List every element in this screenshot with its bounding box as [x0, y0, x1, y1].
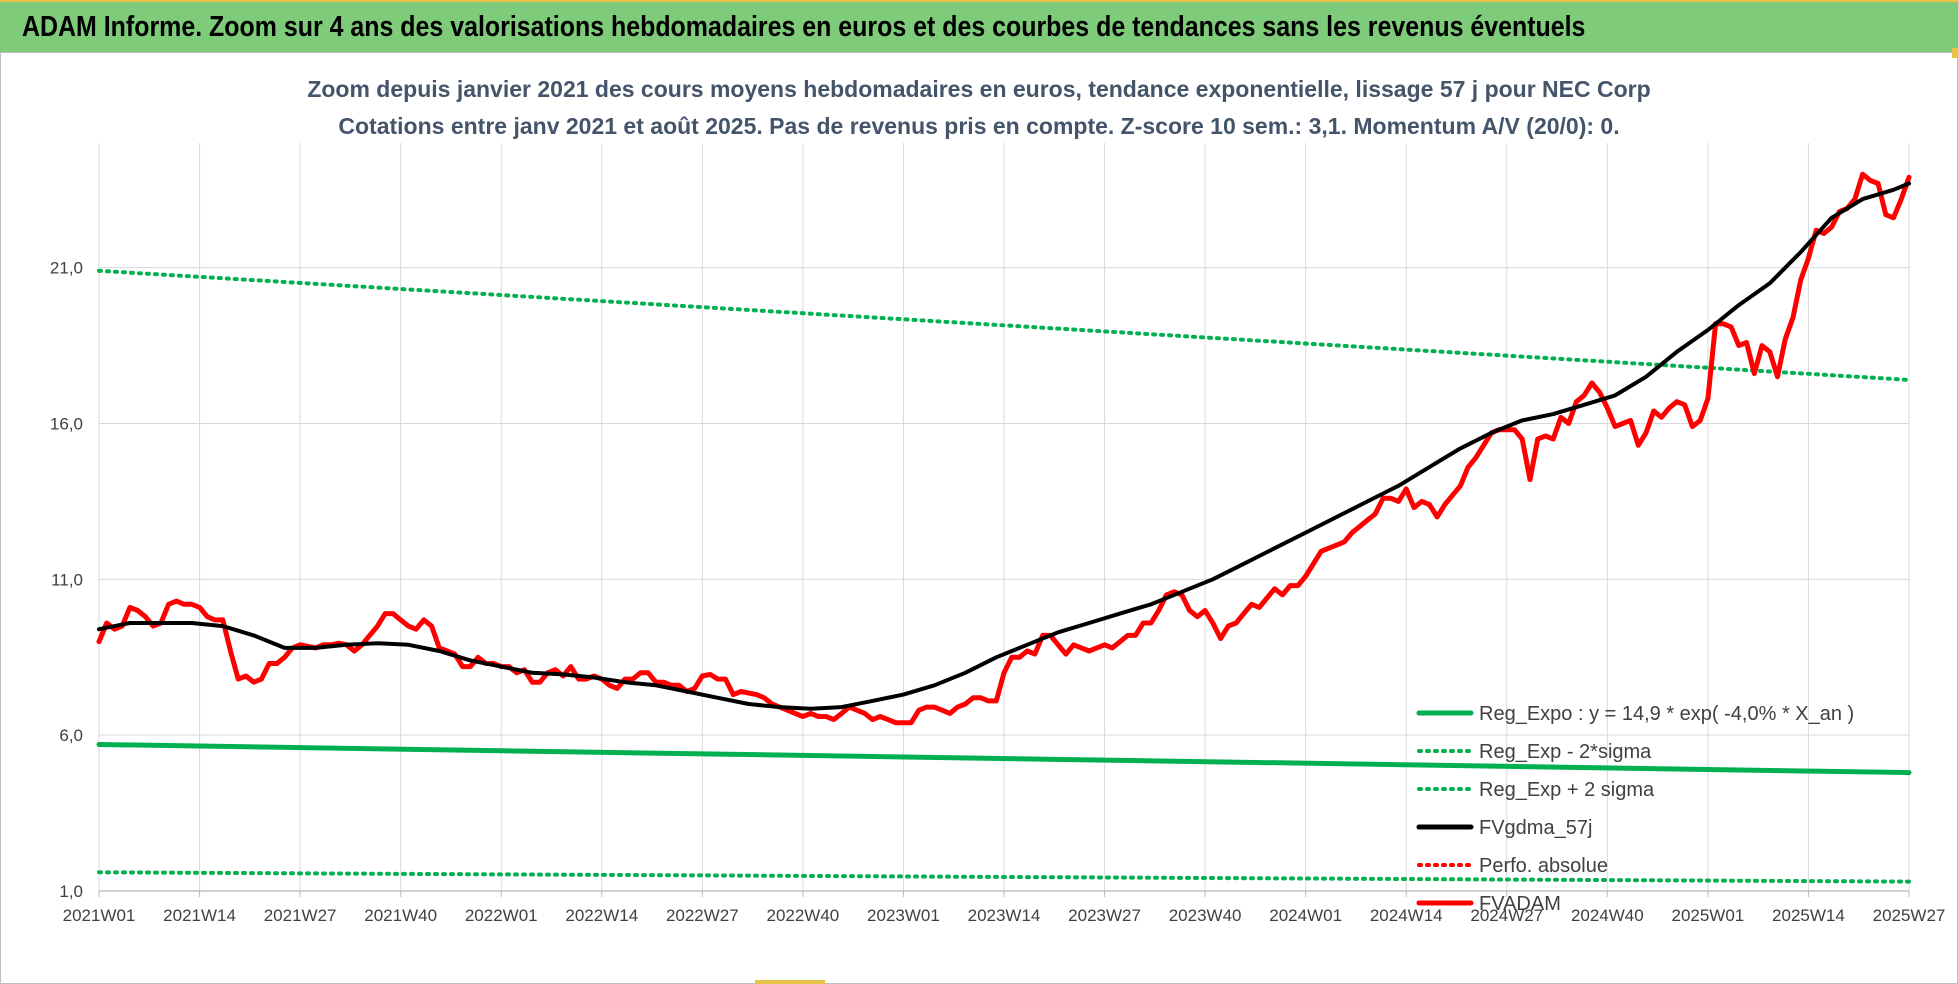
- series-line-reg-exp-2-sigma: [97, 870, 1911, 884]
- y-tick-label: 16,0: [50, 415, 83, 434]
- x-tick-label: 2022W01: [465, 906, 538, 925]
- x-tick-label: 2022W14: [565, 906, 638, 925]
- x-tick-label: 2025W27: [1873, 906, 1946, 925]
- legend-label: Reg_Exp + 2 sigma: [1479, 779, 1655, 801]
- x-tick-label: 2025W01: [1671, 906, 1744, 925]
- x-tick-label: 2021W01: [63, 906, 136, 925]
- series-line-fvgdma-57j: [97, 181, 1911, 711]
- x-tick-label: 2023W40: [1169, 906, 1242, 925]
- chart-subtitle: Cotations entre janv 2021 et août 2025. …: [338, 113, 1619, 139]
- line-chart: Zoom depuis janvier 2021 des cours moyen…: [50, 76, 1945, 925]
- axes: 1,0 6,0 11,0 16,0 21,0 2021W01 2021W14 2021W27 2…: [50, 259, 1945, 925]
- x-tick-label: 2021W40: [364, 906, 437, 925]
- x-tick-label: 2022W40: [766, 906, 839, 925]
- x-tick-label: 2023W27: [1068, 906, 1141, 925]
- legend-label: Perfo. absolue: [1479, 855, 1608, 877]
- x-tick-label: 2024W01: [1269, 906, 1342, 925]
- x-tick-label: 2021W27: [264, 906, 337, 925]
- corner-accent: [1952, 48, 1958, 58]
- bottom-accent: [755, 980, 825, 984]
- y-tick-label: 11,0: [51, 570, 83, 589]
- report-banner: ADAM Informe. Zoom sur 4 ans des valoris…: [0, 0, 1958, 52]
- x-tick-label: 2025W14: [1772, 906, 1845, 925]
- chart-title: Zoom depuis janvier 2021 des cours moyen…: [307, 76, 1650, 102]
- legend: Reg_Expo : y = 14,9 * exp( -4,0% * X_an …: [1416, 703, 1854, 915]
- legend-label: Reg_Expo : y = 14,9 * exp( -4,0% * X_an …: [1479, 703, 1854, 725]
- legend-label: Reg_Exp - 2*sigma: [1479, 741, 1652, 763]
- chart-frame: Zoom depuis janvier 2021 des cours moyen…: [0, 52, 1958, 984]
- x-tick-label: 2024W14: [1370, 906, 1443, 925]
- y-tick-label: 6,0: [59, 726, 83, 745]
- gridlines: [98, 143, 1910, 892]
- x-tick-label: 2024W40: [1571, 906, 1644, 925]
- x-tick-label: 2023W01: [867, 906, 940, 925]
- x-tick-label: 2024W27: [1470, 906, 1543, 925]
- series-line-fvadam: [96, 171, 1912, 726]
- x-tick-label: 2023W14: [968, 906, 1041, 925]
- legend-label: FVgdma_57j: [1479, 817, 1592, 839]
- x-tick-label: 2022W27: [666, 906, 739, 925]
- series-line-reg-expo-y-14-9-exp-4-0-x-an: [96, 742, 1912, 776]
- y-tick-label: 21,0: [50, 259, 83, 278]
- series-line-reg-exp-2-sigma: [97, 268, 1911, 382]
- series-lines: [96, 171, 1912, 884]
- legend-label: FVADAM: [1479, 893, 1561, 915]
- x-tick-label: 2021W14: [163, 906, 236, 925]
- report-title: ADAM Informe. Zoom sur 4 ans des valoris…: [22, 11, 1586, 43]
- y-tick-label: 1,0: [59, 882, 83, 901]
